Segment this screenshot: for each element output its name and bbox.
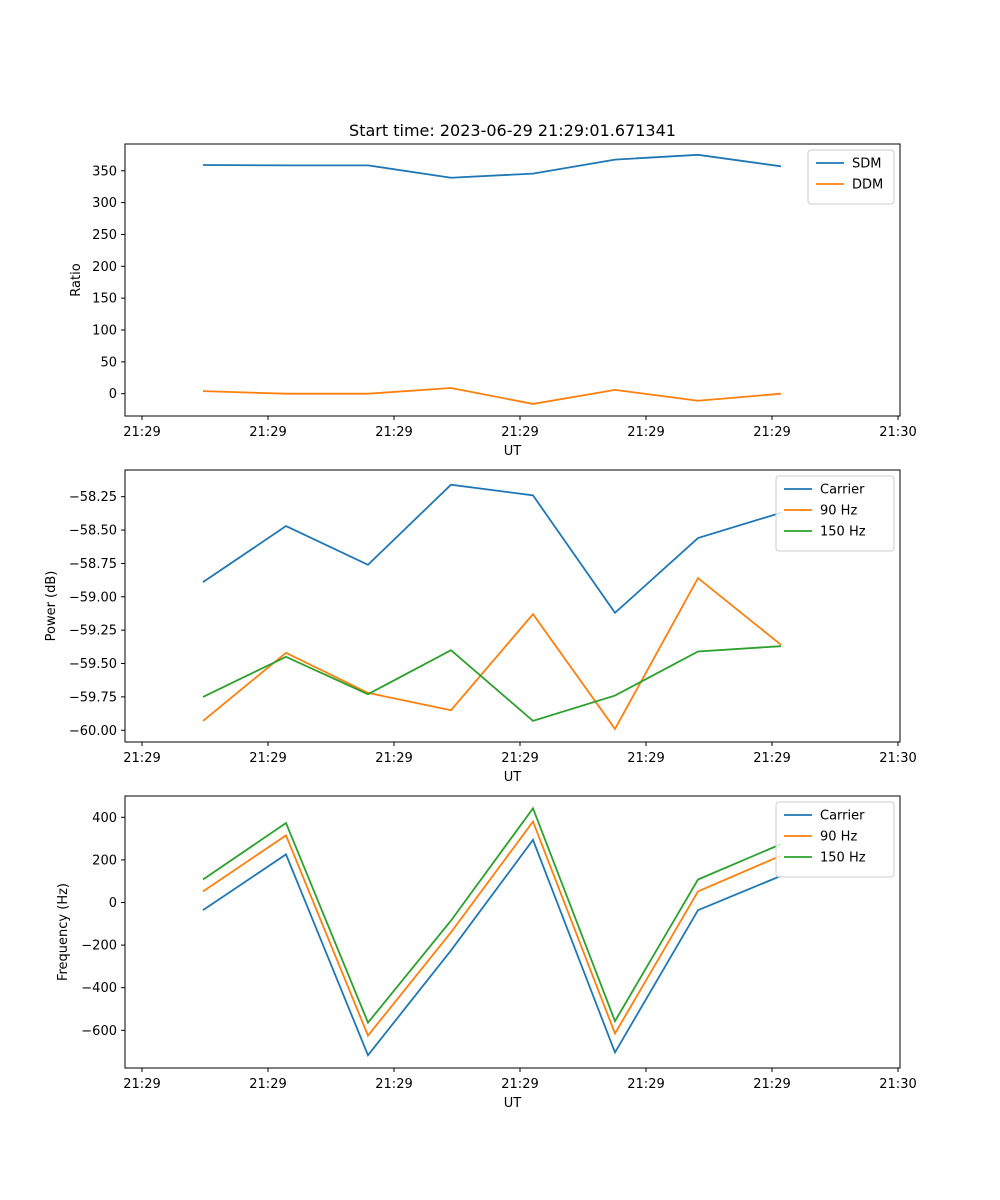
power-panel: 21:29 21:29 21:29 21:29 21:29 21:29 21:30 −60.0… bbox=[44, 469, 917, 785]
legend-label: 90 Hz bbox=[820, 830, 857, 845]
x-tick-label: 21:30 bbox=[879, 1077, 916, 1092]
y-tick-label: −59.25 bbox=[69, 624, 117, 639]
y-tick-label: 400 bbox=[92, 811, 117, 826]
y-tick-label: 200 bbox=[92, 260, 117, 275]
axes-frame bbox=[124, 795, 901, 1069]
x-axis-label: UT bbox=[504, 770, 522, 785]
series-line-90-hz bbox=[202, 576, 782, 731]
legend-label: Carrier bbox=[820, 483, 865, 498]
legend-box bbox=[775, 475, 895, 552]
x-axis-label: UT bbox=[504, 1096, 522, 1111]
x-tick-label: 21:29 bbox=[123, 1077, 160, 1092]
x-tick-label: 21:29 bbox=[753, 751, 790, 766]
y-tick-label: −59.75 bbox=[69, 690, 117, 705]
legend-box bbox=[775, 801, 895, 878]
x-tick-label: 21:30 bbox=[879, 751, 916, 766]
legend-label: 150 Hz bbox=[820, 525, 866, 540]
x-tick-label: 21:29 bbox=[123, 425, 160, 440]
y-tick-label: 250 bbox=[92, 228, 117, 243]
x-tick-label: 21:29 bbox=[375, 1077, 412, 1092]
y-tick-label: 50 bbox=[100, 355, 117, 370]
y-tick-label: 300 bbox=[92, 196, 117, 211]
x-tick-label: 21:29 bbox=[375, 751, 412, 766]
x-tick-label: 21:29 bbox=[249, 425, 286, 440]
y-axis-label: Ratio bbox=[69, 263, 84, 296]
y-tick-label: −58.75 bbox=[69, 557, 117, 572]
y-tick-label: 100 bbox=[92, 324, 117, 339]
y-tick-label: 0 bbox=[109, 896, 117, 911]
y-tick-label: −200 bbox=[81, 939, 117, 954]
x-tick-label: 21:29 bbox=[501, 425, 538, 440]
series-line-90-hz bbox=[202, 819, 782, 1038]
series-line-150-hz bbox=[202, 806, 782, 1025]
x-axis-label: UT bbox=[504, 444, 522, 459]
y-tick-label: −58.25 bbox=[69, 490, 117, 505]
x-tick-label: 21:30 bbox=[879, 425, 916, 440]
x-tick-label: 21:29 bbox=[627, 425, 664, 440]
legend: SDM DDM bbox=[807, 149, 895, 205]
series-line-ddm bbox=[202, 387, 782, 405]
y-axis-label: Frequency (Hz) bbox=[56, 883, 71, 981]
figure-title: Start time: 2023-06-29 21:29:01.671341 bbox=[349, 121, 676, 140]
x-tick-label: 21:29 bbox=[501, 751, 538, 766]
x-tick-label: 21:29 bbox=[123, 751, 160, 766]
series-line-carrier bbox=[202, 483, 782, 615]
x-tick-label: 21:29 bbox=[627, 751, 664, 766]
x-tick-label: 21:29 bbox=[375, 425, 412, 440]
y-axis-label: Power (dB) bbox=[44, 571, 59, 642]
series-line-carrier bbox=[202, 838, 782, 1057]
y-tick-label: 0 bbox=[109, 387, 117, 402]
axes-frame bbox=[124, 143, 901, 417]
legend-label: 150 Hz bbox=[820, 851, 866, 866]
y-tick-label: 200 bbox=[92, 853, 117, 868]
legend: Carrier 90 Hz 150 Hz bbox=[775, 801, 895, 878]
legend-label: SDM bbox=[852, 157, 881, 172]
legend: Carrier 90 Hz 150 Hz bbox=[775, 475, 895, 552]
y-tick-label: −60.00 bbox=[69, 724, 117, 739]
x-tick-label: 21:29 bbox=[627, 1077, 664, 1092]
legend-label: DDM bbox=[852, 178, 883, 193]
series-line-150-hz bbox=[202, 645, 782, 722]
frequency-panel: 21:29 21:29 21:29 21:29 21:29 21:29 21:30 −600 −… bbox=[56, 795, 917, 1111]
legend-label: Carrier bbox=[820, 809, 865, 824]
x-tick-label: 21:29 bbox=[753, 1077, 790, 1092]
y-tick-label: −400 bbox=[81, 981, 117, 996]
axes-frame bbox=[124, 469, 901, 743]
y-tick-label: −600 bbox=[81, 1024, 117, 1039]
y-tick-label: −58.50 bbox=[69, 524, 117, 539]
x-tick-label: 21:29 bbox=[249, 1077, 286, 1092]
y-tick-label: 350 bbox=[92, 164, 117, 179]
series-line-sdm bbox=[202, 153, 782, 179]
y-tick-label: −59.00 bbox=[69, 590, 117, 605]
x-tick-label: 21:29 bbox=[249, 751, 286, 766]
x-tick-label: 21:29 bbox=[501, 1077, 538, 1092]
x-tick-label: 21:29 bbox=[753, 425, 790, 440]
y-tick-label: −59.50 bbox=[69, 657, 117, 672]
legend-label: 90 Hz bbox=[820, 504, 857, 519]
ratio-panel: 21:29 21:29 21:29 21:29 21:29 21:29 21:30 0 50 10… bbox=[69, 143, 917, 459]
y-tick-label: 150 bbox=[92, 292, 117, 307]
